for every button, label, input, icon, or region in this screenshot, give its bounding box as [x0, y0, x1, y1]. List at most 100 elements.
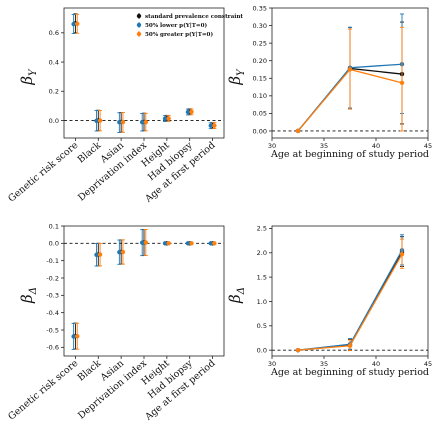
y-tick-label: 0.5	[257, 322, 267, 330]
y-tick-label: 0.1	[49, 222, 59, 230]
plot-frame	[63, 7, 225, 139]
data-point	[71, 334, 76, 339]
y-axis-subscript: Y	[28, 68, 39, 76]
data-point	[162, 241, 168, 246]
category-label: Black	[76, 358, 104, 384]
y-tick-label: 0.0	[49, 240, 59, 248]
x-tick-label: 45	[424, 142, 432, 150]
y-axis-label: βΔ	[18, 287, 39, 304]
data-point	[399, 252, 405, 257]
data-point	[166, 241, 171, 246]
data-point	[166, 116, 171, 121]
y-axis-subscript: Δ	[28, 287, 39, 295]
y-tick-label: -0.2	[46, 274, 59, 282]
y-tick-label: 0.0	[49, 117, 59, 125]
y-tick-label: -0.6	[46, 344, 59, 352]
data-point	[75, 21, 80, 26]
data-point	[347, 67, 353, 72]
y-axis-subscript: Δ	[236, 287, 247, 295]
data-point	[71, 21, 76, 27]
data-point	[120, 119, 126, 125]
x-tick-label: 40	[372, 360, 380, 368]
series-standard	[295, 236, 405, 353]
plot-frame	[271, 225, 429, 357]
x-tick-label: 30	[268, 360, 276, 368]
y-tick-label: 0.0	[257, 346, 267, 354]
series-line	[297, 251, 403, 351]
category-label: Genetic risk score	[6, 140, 80, 205]
y-tick-label: 0.30	[253, 22, 267, 30]
x-tick-label: 35	[320, 360, 328, 368]
y-tick-label: 0.05	[253, 110, 267, 118]
data-point	[117, 120, 122, 125]
data-point	[162, 116, 168, 121]
category-label: Black	[76, 140, 104, 166]
category-label: Genetic risk score	[6, 358, 80, 423]
x-tick-label: 35	[320, 142, 328, 150]
y-tick-label: -0.4	[46, 309, 59, 317]
panel-2: 0.00 0.05 0.10 0.15 0.20 0.25 0.30 0.35 30 35 40 45…	[226, 4, 432, 160]
panel-3: 0.1 0.0 -0.1 -0.2 -0.3 -0.4 -0.5 -0.6 Genetic ri…	[6, 222, 225, 423]
y-tick-label: 1.0	[257, 298, 267, 306]
y-tick-label: 2.5	[257, 225, 267, 233]
data-point	[120, 249, 126, 255]
data-point	[208, 123, 213, 128]
y-axis-subscript: Y	[236, 68, 247, 76]
data-point	[212, 241, 217, 246]
series-greater	[75, 229, 217, 350]
data-point	[208, 241, 213, 246]
legend-label: standard prevalence constraint	[145, 14, 243, 20]
series-lower	[71, 14, 213, 133]
data-point	[94, 252, 99, 257]
data-point	[212, 123, 217, 128]
data-point	[189, 109, 194, 115]
data-point	[399, 80, 405, 86]
x-tick-label: 30	[268, 142, 276, 150]
y-axis-label: βΔ	[226, 287, 247, 304]
y-axis-symbol: β	[18, 76, 36, 86]
data-point	[143, 119, 148, 125]
y-axis-symbol: β	[226, 294, 244, 304]
y-tick-label: 0.2	[49, 88, 59, 96]
y-axis-label: βY	[18, 68, 39, 86]
series-standard	[73, 229, 215, 350]
y-tick-label: 0.35	[253, 4, 267, 12]
data-point	[97, 118, 103, 123]
y-tick-label: 2.0	[257, 249, 267, 257]
data-point	[185, 109, 191, 115]
y-axis-symbol: β	[18, 294, 36, 304]
data-point	[117, 249, 122, 255]
y-tick-label: -0.3	[46, 292, 59, 300]
series-line	[297, 253, 403, 351]
legend: standard prevalence constraint 50% lower …	[136, 13, 243, 38]
y-tick-label: 0.15	[253, 75, 267, 83]
data-point	[75, 334, 80, 339]
plot-frame	[271, 7, 429, 139]
data-point	[295, 347, 301, 353]
data-point	[295, 128, 301, 134]
data-point	[185, 241, 191, 246]
x-tick-label: 40	[372, 142, 380, 150]
data-point	[97, 252, 103, 257]
y-axis-symbol: β	[226, 76, 244, 86]
series-greater	[295, 238, 405, 353]
y-tick-label: 0.25	[253, 39, 267, 47]
series-greater	[75, 13, 217, 133]
data-point	[140, 120, 145, 125]
legend-label: 50% lower p(Y|T=0)	[145, 22, 207, 29]
plot-frame	[63, 225, 225, 357]
series-lower	[295, 234, 405, 353]
x-axis-label: Age at beginning of study period	[270, 149, 429, 160]
y-tick-label: -0.1	[46, 257, 59, 265]
series-lower	[71, 229, 213, 350]
y-tick-label: 0.4	[49, 58, 59, 66]
series-line	[297, 250, 403, 351]
data-point	[140, 240, 145, 245]
y-tick-label: 0.20	[253, 57, 267, 65]
x-axis-label: Age at beginning of study period	[270, 367, 429, 378]
series-greater	[295, 26, 405, 134]
y-tick-label: -0.5	[46, 326, 59, 334]
